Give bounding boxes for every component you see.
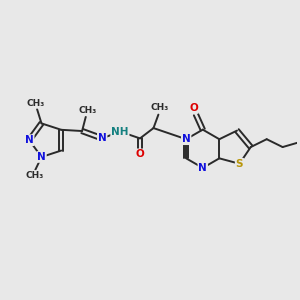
Text: CH₃: CH₃ xyxy=(78,106,97,116)
Text: N: N xyxy=(25,135,34,145)
Text: N: N xyxy=(98,134,106,143)
Text: N: N xyxy=(198,163,207,173)
Text: S: S xyxy=(236,159,243,169)
Text: NH: NH xyxy=(111,127,129,136)
Text: CH₃: CH₃ xyxy=(26,171,44,180)
Text: O: O xyxy=(189,103,198,113)
Text: CH₃: CH₃ xyxy=(151,103,169,112)
Text: CH₃: CH₃ xyxy=(27,99,45,108)
Text: N: N xyxy=(37,152,46,162)
Text: O: O xyxy=(136,149,144,159)
Text: N: N xyxy=(182,134,190,144)
